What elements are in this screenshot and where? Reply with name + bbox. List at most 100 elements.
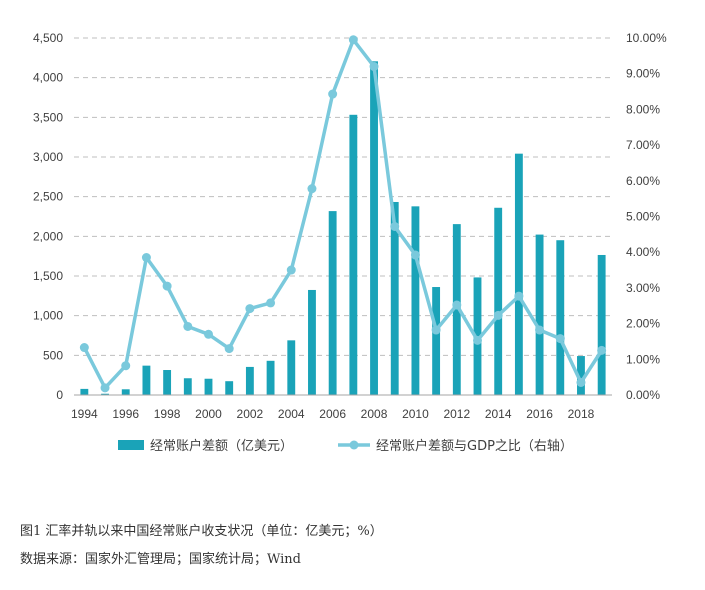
bar xyxy=(183,378,192,395)
right-tick-label: 7.00% xyxy=(626,138,660,152)
line-point xyxy=(121,361,131,371)
line-point xyxy=(245,304,255,314)
data-source: 数据来源：国家外汇管理局；国家统计局；Wind xyxy=(20,552,301,567)
line-point xyxy=(100,383,110,393)
bar xyxy=(266,360,275,395)
line-point xyxy=(307,184,317,194)
line-point xyxy=(597,345,607,355)
x-tick-label: 2008 xyxy=(361,407,388,421)
line-point xyxy=(141,253,151,263)
line-point xyxy=(555,334,565,344)
line-point xyxy=(183,321,193,331)
x-tick-label: 2012 xyxy=(443,407,470,421)
bar xyxy=(121,389,130,395)
legend: 经常账户差额（亿美元） 经常账户差额与GDP之比（右轴） xyxy=(118,438,573,454)
bar xyxy=(370,61,378,395)
bar xyxy=(225,381,234,395)
right-axis: 0.00% 1.00% 2.00% 3.00% 4.00% 5.00% 6.00% 7.00%… xyxy=(626,31,667,402)
line-point xyxy=(514,291,524,301)
line-point xyxy=(576,378,586,388)
line-point xyxy=(266,298,276,308)
left-tick-label: 4,500 xyxy=(33,31,63,45)
x-tick-label: 2010 xyxy=(402,407,429,421)
left-tick-label: 500 xyxy=(43,348,63,362)
left-tick-label: 3,000 xyxy=(33,150,63,164)
line-point xyxy=(79,343,89,353)
right-tick-label: 2.00% xyxy=(626,317,660,331)
line-point xyxy=(493,310,503,320)
right-tick-label: 6.00% xyxy=(626,174,660,188)
bar xyxy=(204,378,213,395)
x-tick-label: 1996 xyxy=(112,407,139,421)
x-tick-label: 2000 xyxy=(195,407,222,421)
bar-series xyxy=(80,61,606,395)
right-tick-label: 3.00% xyxy=(626,281,660,295)
left-axis: 0 500 1,000 1,500 2,000 2,500 3,000 3,500 4,000 4… xyxy=(33,31,63,402)
bar xyxy=(535,234,544,395)
bar xyxy=(577,356,585,395)
ratio-line xyxy=(82,38,604,390)
chart: 0 500 1,000 1,500 2,000 2,500 3,000 3,500 4,000 4… xyxy=(33,31,667,454)
x-axis: 1994 1996 1998 2000 2002 2004 2006 2008 2010 2012… xyxy=(71,394,612,421)
line-series xyxy=(79,35,607,393)
line-point xyxy=(162,281,172,291)
bar xyxy=(163,370,172,395)
right-tick-label: 4.00% xyxy=(626,245,660,259)
right-tick-label: 8.00% xyxy=(626,102,660,116)
legend-bar-swatch xyxy=(118,440,144,450)
bar xyxy=(101,393,109,395)
line-point xyxy=(369,62,379,72)
right-tick-label: 9.00% xyxy=(626,67,660,81)
line-point xyxy=(473,335,482,345)
legend-line-label: 经常账户差额与GDP之比（右轴） xyxy=(376,438,573,454)
bar xyxy=(287,340,296,395)
line-point xyxy=(328,89,338,99)
line-point xyxy=(348,35,358,45)
line-point xyxy=(286,265,296,275)
left-tick-label: 2,500 xyxy=(33,190,63,204)
line-point xyxy=(390,221,400,231)
bar xyxy=(245,366,254,395)
line-point xyxy=(224,344,234,354)
bar xyxy=(514,153,523,395)
legend-line-marker xyxy=(349,440,359,450)
right-tick-label: 10.00% xyxy=(626,31,667,45)
bar xyxy=(328,211,337,395)
bar xyxy=(452,224,461,395)
bar xyxy=(556,240,565,395)
bar xyxy=(390,201,399,395)
bar xyxy=(349,114,358,395)
bar xyxy=(411,206,420,395)
bar xyxy=(80,388,89,395)
right-tick-label: 5.00% xyxy=(626,210,660,224)
line-point xyxy=(431,325,441,335)
grid-lines xyxy=(74,37,612,356)
line-point xyxy=(452,300,462,310)
x-tick-label: 1998 xyxy=(154,407,181,421)
bar xyxy=(308,289,316,395)
x-tick-label: 2006 xyxy=(319,407,346,421)
legend-bar-label: 经常账户差额（亿美元） xyxy=(150,438,293,454)
line-point xyxy=(535,325,545,335)
x-tick-label: 2016 xyxy=(526,407,553,421)
x-tick-label: 2004 xyxy=(278,407,305,421)
right-tick-label: 1.00% xyxy=(626,352,660,366)
bar xyxy=(494,207,503,395)
line-point xyxy=(204,329,213,339)
left-tick-label: 1,500 xyxy=(33,269,63,283)
right-tick-label: 0.00% xyxy=(626,388,660,402)
left-tick-label: 3,500 xyxy=(33,110,63,124)
bar xyxy=(597,254,606,395)
left-tick-label: 4,000 xyxy=(33,71,63,85)
left-tick-label: 1,000 xyxy=(33,309,63,323)
line-point xyxy=(410,250,420,260)
x-tick-label: 1994 xyxy=(71,407,98,421)
left-tick-label: 0 xyxy=(56,388,63,402)
x-tick-label: 2018 xyxy=(568,407,595,421)
bar xyxy=(142,365,151,395)
figure-caption: 图1 汇率并轨以来中国经常账户收支状况（单位：亿美元；%） xyxy=(20,524,383,539)
bar xyxy=(432,287,441,395)
x-tick-label: 2014 xyxy=(485,407,512,421)
left-tick-label: 2,000 xyxy=(33,229,63,243)
x-tick-label: 2002 xyxy=(237,407,264,421)
